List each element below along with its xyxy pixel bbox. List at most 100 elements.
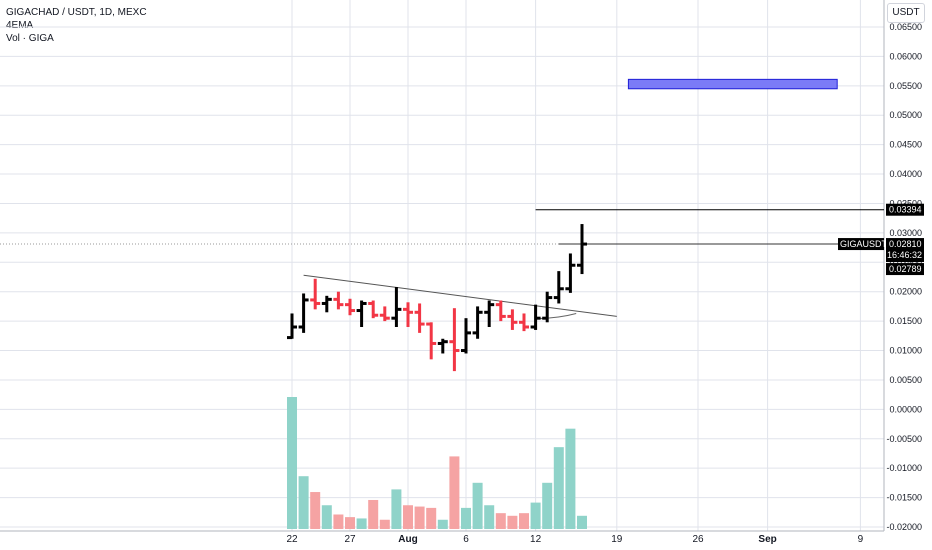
target-zone — [627, 78, 838, 90]
ohlc-bar — [391, 287, 402, 327]
ohlc-bar — [379, 306, 390, 322]
volume-bar — [368, 499, 379, 529]
time-tick-label: 6 — [463, 534, 469, 545]
time-tick-label: 27 — [344, 534, 356, 545]
volume-label[interactable]: Vol · GIGA — [6, 33, 54, 44]
ohlc-bar — [461, 318, 471, 354]
time-tick-label: 22 — [286, 534, 298, 545]
price-tick-label: 0.04500 — [889, 140, 922, 150]
volume-bar — [519, 513, 529, 529]
ohlc-bar — [542, 291, 553, 323]
ema-curve — [535, 312, 577, 320]
ohlc-bar — [368, 300, 379, 319]
volume-bar — [530, 502, 541, 529]
time-axis[interactable]: 22 27 Aug 6 12 19 26 Sep 9 — [286, 534, 863, 545]
level-tag-bg — [886, 203, 924, 216]
symbol-name-tag-bg — [838, 238, 884, 251]
ohlc-bar — [553, 271, 564, 304]
ohlc-bar — [530, 304, 541, 330]
symbol-name-tag: GIGAUSDT — [840, 239, 888, 249]
ohlc-bar — [321, 295, 332, 313]
volume-bars — [287, 397, 587, 529]
price-tick-label: -0.02000 — [886, 522, 922, 532]
volume-bar — [577, 515, 587, 529]
ohlc-bars — [287, 224, 587, 372]
ohlc-bar — [414, 303, 425, 333]
ohlc-bar — [437, 338, 448, 354]
time-tick-label: 12 — [530, 534, 542, 545]
volume-bar — [542, 482, 553, 529]
ohlc-bar — [519, 313, 529, 332]
ohlc-bar — [565, 253, 576, 293]
volume-bar — [507, 515, 518, 529]
volume-bar — [321, 505, 332, 529]
price-axis[interactable]: 0.06500 0.06000 0.05500 0.05000 0.04500 0.040… — [886, 22, 922, 532]
price-tick-label: -0.01000 — [886, 463, 922, 473]
volume-bar — [356, 518, 367, 529]
volume-bar — [333, 514, 344, 529]
volume-bar — [484, 505, 495, 529]
low-tag-bg — [886, 263, 924, 276]
price-tick-label: 0.02000 — [889, 287, 922, 297]
ohlc-bar — [507, 309, 518, 330]
time-tick-label: Aug — [398, 534, 417, 545]
volume-bar — [565, 428, 576, 529]
symbol-price-tag-bg — [886, 238, 924, 263]
countdown-tag: 16:46:32 — [887, 250, 922, 260]
volume-bar — [310, 492, 321, 529]
price-tick-label: 0.05500 — [889, 81, 922, 91]
ohlc-bar — [495, 300, 506, 322]
symbol-title[interactable]: GIGACHAD / USDT, 1D, MEXC — [6, 7, 147, 18]
ohlc-bar — [449, 308, 460, 372]
volume-bar — [287, 397, 297, 529]
volume-bar — [379, 519, 390, 529]
time-tick-label: Sep — [758, 534, 776, 545]
ohlc-bar — [287, 313, 297, 340]
volume-bar — [449, 456, 460, 529]
volume-bar — [298, 476, 309, 529]
ohlc-bar — [298, 293, 309, 333]
price-tick-label: 0.02500 — [889, 257, 922, 267]
price-tick-label: 0.04000 — [889, 169, 922, 179]
low-tag: 0.02789 — [889, 264, 922, 274]
ohlc-bar — [484, 300, 495, 327]
ohlc-bar — [403, 302, 413, 327]
ohlc-bar — [577, 224, 587, 275]
volume-bar — [403, 505, 413, 529]
time-tick-label: 19 — [611, 534, 623, 545]
price-tick-label: 0.03500 — [889, 198, 922, 208]
ohlc-bar — [356, 300, 367, 327]
price-tick-label: -0.00500 — [886, 434, 922, 444]
volume-bar — [461, 507, 471, 529]
volume-bar — [414, 506, 425, 529]
ohlc-bar — [345, 298, 355, 316]
indicator-label[interactable]: 4EMA — [6, 20, 34, 31]
price-tick-label: 0.01000 — [889, 346, 922, 356]
ohlc-bar — [426, 322, 437, 360]
volume-bar — [495, 513, 506, 529]
price-tick-label: 0.03000 — [889, 228, 922, 238]
symbol-price-tag: 0.02810 — [889, 239, 922, 249]
volume-bar — [472, 482, 483, 529]
trendline — [303, 274, 617, 317]
level-tag: 0.03394 — [889, 205, 922, 215]
ohlc-bar — [333, 291, 344, 310]
price-tick-label: 0.00000 — [889, 404, 922, 414]
volume-bar — [345, 517, 355, 529]
volume-bar — [437, 519, 448, 529]
volume-bar — [553, 447, 564, 529]
chart-legend: GIGACHAD / USDT, 1D, MEXC 4EMA Vol · GIG… — [6, 6, 147, 45]
ohlc-bar — [472, 306, 483, 339]
price-tick-label: 0.00500 — [889, 375, 922, 385]
ohlc-bar — [310, 278, 321, 310]
price-tick-label: 0.06500 — [889, 22, 922, 32]
time-tick-label: 26 — [692, 534, 704, 545]
volume-bar — [426, 507, 437, 529]
currency-button[interactable]: USDT — [887, 3, 925, 23]
volume-bar — [391, 489, 402, 529]
time-tick-label: 9 — [858, 534, 864, 545]
price-tick-label: 0.05000 — [889, 110, 922, 120]
price-tick-label: 0.06000 — [889, 51, 922, 61]
